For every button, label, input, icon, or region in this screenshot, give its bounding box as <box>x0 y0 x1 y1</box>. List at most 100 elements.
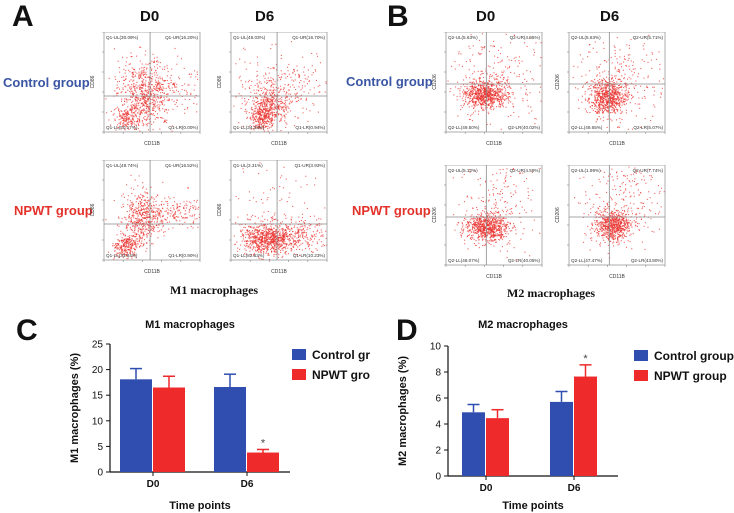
m1-x-tick-label: D0 <box>147 479 160 490</box>
quadrant-label-ll: Q2-LL(48.07%) <box>448 258 480 263</box>
flow-x-axis-label: CD11B <box>271 141 287 147</box>
flow-y-axis-label: CD86 <box>90 203 96 216</box>
flow-x-axis-label: CD11B <box>486 141 502 147</box>
quadrant-label-ur: Q1-UR(16.20%) <box>165 35 198 40</box>
m1-row-label-control: Control group <box>3 75 90 90</box>
m1-flow-caption: M1 macrophages <box>170 283 259 297</box>
m2-flow-plot-2: Q2-UL(5.12%) Q2-UR(4.59%) Q2-LL(48.07%) Q2-… <box>432 165 543 280</box>
m1-chart-title: M1 macrophages <box>145 319 235 331</box>
flow-y-axis-label: CD86 <box>217 75 223 88</box>
quadrant-label-ll: Q2-LL(47.47%) <box>571 258 603 263</box>
quadrant-label-ll: Q1-LL(34.33%) <box>233 125 265 130</box>
m1-row-label-npwt: NPWT group <box>14 203 93 218</box>
m1-y-tick-label: 20 <box>92 365 104 376</box>
quadrant-label-lr: Q1-LR(0.90%) <box>168 253 198 258</box>
flow-y-axis-label: CD206 <box>432 74 438 90</box>
panel-letter-a: A <box>12 0 34 33</box>
quadrant-label-ur: Q2-UR(4.59%) <box>510 168 541 173</box>
m2-y-axis-label: M2 macrophages (%) <box>397 356 409 466</box>
m1-x-tick-label: D6 <box>241 479 254 490</box>
quadrant-label-ur: Q1-UR(16.52%) <box>165 163 198 168</box>
quadrant-label-lr: Q1-LR(0.94%) <box>295 125 325 130</box>
m1-col-header-d6: D6 <box>255 8 275 25</box>
m2-row-label-control: Control group <box>346 74 433 89</box>
m1-bar-D6-1 <box>247 452 279 472</box>
flow-y-axis-label: CD86 <box>90 75 96 88</box>
m2-bar-D0-1 <box>486 418 509 476</box>
m2-significance-mark: * <box>583 353 588 365</box>
m2-flow-plot-3: Q2-UL(1.99%) Q2-UR(7.74%) Q2-LL(47.47%) Q2-… <box>555 165 666 280</box>
m2-flow-plot-1: Q2-UL(5.63%) Q2-UR(5.71%) Q2-LL(48.65%) Q2-… <box>555 32 666 147</box>
m2-flow-caption: M2 macrophages <box>507 286 596 300</box>
m2-x-tick-label: D6 <box>568 483 581 494</box>
panel-letter-b: B <box>387 0 409 33</box>
quadrant-label-ur: Q1-UR(3.93%) <box>295 163 326 168</box>
m2-y-tick-label: 8 <box>435 368 441 379</box>
m1-flow-plot-1: Q1-UL(48.03%) Q1-UR(16.70%) Q1-LL(34.33%) Q… <box>217 32 328 147</box>
flow-y-axis-label: CD86 <box>217 203 223 216</box>
m2-flow-plot-0: Q2-UL(5.63%) Q2-UR(4.95%) Q2-LL(49.50%) Q2-… <box>432 32 543 147</box>
panel-letter-d: D <box>396 314 418 347</box>
m1-y-tick-label: 5 <box>97 442 103 453</box>
flow-x-axis-label: CD11B <box>144 141 160 147</box>
m1-y-tick-label: 15 <box>92 391 104 402</box>
quadrant-label-ur: Q2-UR(7.74%) <box>633 168 664 173</box>
m1-flow-plot-2: Q1-UL(48.74%) Q1-UR(16.52%) Q1-LL(33.84%) Q… <box>90 160 201 275</box>
m1-flow-plot-0: Q1-UL(30.09%) Q1-UR(16.20%) Q1-LL(50.17%) Q… <box>90 32 201 147</box>
m1-y-axis-label: M1 macrophages (%) <box>69 353 81 463</box>
m2-legend-label-0: Control group <box>654 349 734 363</box>
quadrant-label-lr: Q2-LR(40.02%) <box>508 125 541 130</box>
m2-legend-swatch-1 <box>634 370 648 381</box>
quadrant-label-ul: Q2-UL(5.63%) <box>448 35 478 40</box>
quadrant-label-ur: Q2-UR(4.95%) <box>510 35 541 40</box>
m1-x-axis-label: Time points <box>169 500 231 512</box>
m1-y-tick-label: 25 <box>92 340 104 351</box>
m2-bar-D6-0 <box>550 401 573 476</box>
quadrant-label-ul: Q2-UL(5.12%) <box>448 168 478 173</box>
m2-bar-D6-1 <box>574 376 597 476</box>
m2-row-label-npwt: NPWT group <box>352 203 431 218</box>
m2-col-header-d0: D0 <box>476 8 496 25</box>
flow-y-axis-label: CD206 <box>432 207 438 223</box>
m1-legend-swatch-0 <box>292 349 306 360</box>
m2-x-tick-label: D0 <box>480 483 493 494</box>
quadrant-label-ul: Q1-UL(3.31%) <box>233 163 263 168</box>
m1-bar-D6-0 <box>214 387 246 472</box>
m2-y-tick-label: 10 <box>430 342 442 353</box>
m2-bar-chart: M2 macrophages 0 2 4 6 8 10 M2 macrophages (%) D… <box>397 319 734 512</box>
flow-y-axis-label: CD206 <box>555 207 561 223</box>
quadrant-label-ll: Q1-LL(50.17%) <box>106 125 138 130</box>
m2-bar-D0-0 <box>462 412 485 476</box>
quadrant-label-ll: Q2-LL(48.65%) <box>571 125 603 130</box>
m1-legend-label-0: Control group <box>312 348 370 362</box>
m1-legend-label-1: NPWT group <box>312 368 370 382</box>
m1-y-tick-label: 0 <box>97 468 103 479</box>
flow-x-axis-label: CD11B <box>609 141 625 147</box>
quadrant-label-ul: Q1-UL(48.03%) <box>233 35 266 40</box>
quadrant-label-lr: Q2-LR(40.05%) <box>508 258 541 263</box>
m2-legend-label-1: NPWT group <box>654 369 727 383</box>
m1-bar-D0-0 <box>120 379 152 472</box>
quadrant-label-ul: Q2-UL(1.99%) <box>571 168 601 173</box>
m2-legend-swatch-0 <box>634 350 648 361</box>
m2-y-tick-label: 2 <box>435 446 441 457</box>
flow-x-axis-label: CD11B <box>486 274 502 280</box>
quadrant-label-ur: Q1-UR(16.70%) <box>292 35 325 40</box>
m1-col-header-d0: D0 <box>140 8 160 25</box>
flow-x-axis-label: CD11B <box>609 274 625 280</box>
m2-x-axis-label: Time points <box>502 500 564 512</box>
m2-y-tick-label: 6 <box>435 394 441 405</box>
flow-y-axis-label: CD206 <box>555 74 561 90</box>
m1-bar-D0-1 <box>153 387 185 472</box>
quadrant-label-lr: Q2-LR(43.80%) <box>631 258 664 263</box>
m2-y-tick-label: 0 <box>435 472 441 483</box>
quadrant-label-lr: Q1-LR(10.23%) <box>293 253 326 258</box>
m1-significance-mark: * <box>261 437 266 449</box>
m2-col-header-d6: D6 <box>600 8 620 25</box>
quadrant-label-lr: Q1-LR(0.00%) <box>168 125 198 130</box>
panel-letter-c: C <box>16 314 38 347</box>
quadrant-label-ll: Q2-LL(49.50%) <box>448 125 480 130</box>
m2-chart-title: M2 macrophages <box>478 319 568 331</box>
quadrant-label-ul: Q1-UL(48.74%) <box>106 163 139 168</box>
m1-flow-plot-3: Q1-UL(3.31%) Q1-UR(3.93%) Q1-LL(82.53%) Q1-… <box>217 160 328 275</box>
